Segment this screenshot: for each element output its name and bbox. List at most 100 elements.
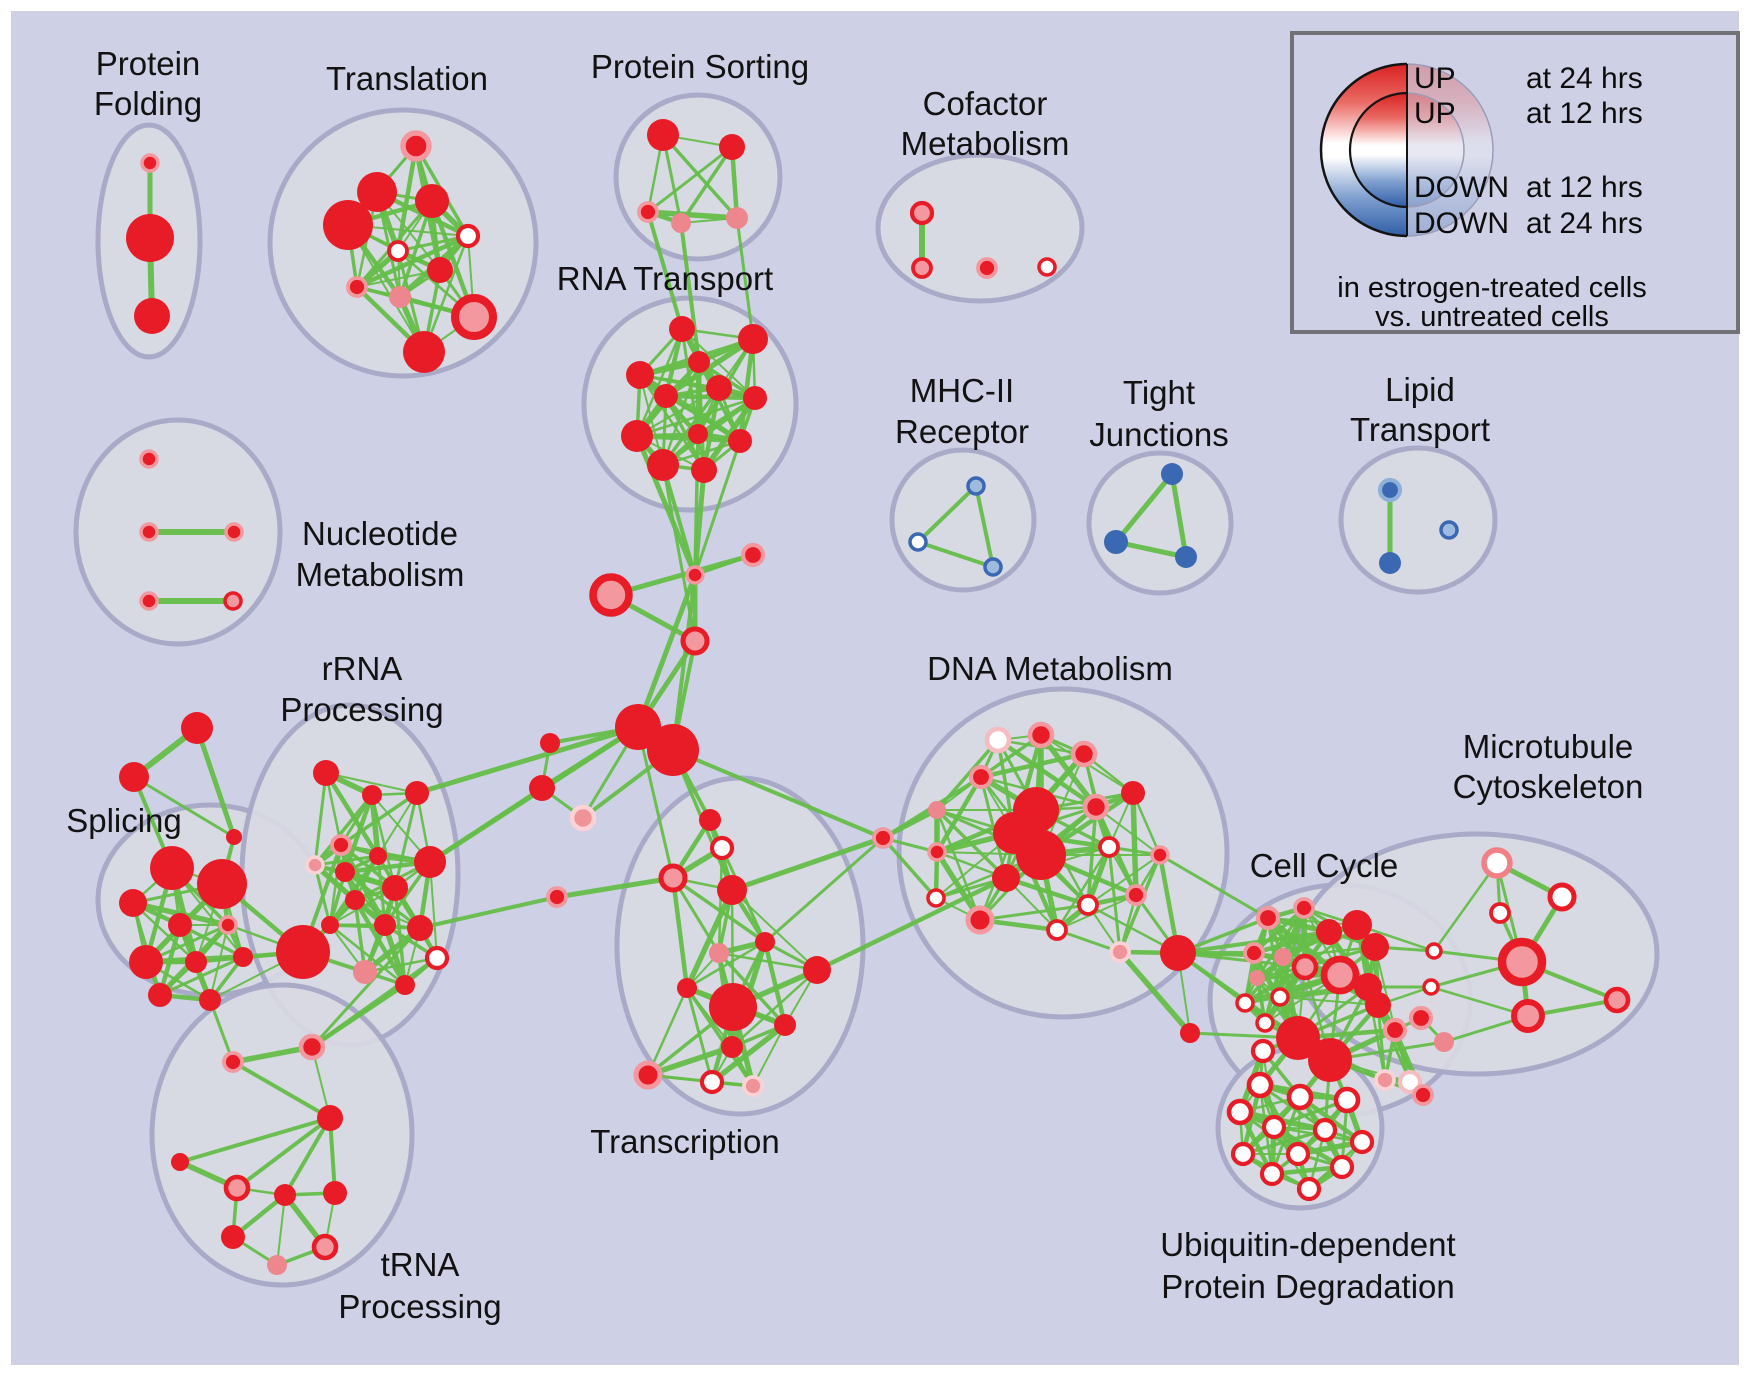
node-u3 [1333,1086,1361,1114]
legend-row-label: UP [1414,62,1456,95]
node-st0 [181,712,213,744]
edge-tr0-rr16 [310,983,407,1049]
edge-sp2-sp6 [131,901,198,964]
cluster-bubble-cofactor-metabolism [875,152,1085,304]
node-cc13 [1255,1013,1275,1033]
node-d5 [1082,793,1110,821]
node-d20 [1109,941,1131,963]
node-cc20 [1412,1084,1434,1106]
edge-tx3-d7 [729,835,886,893]
node-c1 [740,542,766,568]
node-t3 [323,200,373,250]
edge-rt7-c0 [634,433,698,578]
node-d0 [984,726,1012,754]
cluster-label-ubiquitin-degradation: Protein Degradation [1161,1268,1455,1305]
node-u9 [1285,1141,1311,1167]
edge-tr1-tr2 [231,1060,332,1120]
cluster-label-cofactor-metabolism: Metabolism [901,125,1070,162]
node-u11 [1259,1161,1285,1187]
edge-d14-cc0 [1158,853,1270,920]
node-cc11 [1270,987,1290,1007]
edge-d5-d14 [1095,806,1161,856]
edge-tx8-d12 [814,875,1009,973]
node-ps4 [726,207,748,229]
node-cf2 [976,257,998,279]
legend-row-label: UP [1414,97,1456,130]
edge-tx7-tx12 [646,986,689,1077]
edge-d3-d8 [934,774,984,855]
edge-h3-rr7 [428,786,544,864]
node-rr7 [414,846,446,878]
edge-rt9-c0 [693,439,742,577]
node-n4 [223,591,243,611]
node-cc8 [1320,955,1360,995]
node-mt7 [1422,978,1440,996]
edge-cc11-cc16 [1279,996,1379,1006]
node-m1 [908,532,928,552]
cluster-bubble-tight-junctions [1086,450,1234,596]
node-d15 [926,888,946,908]
cluster-label-mhc-ii-receptor: Receptor [895,413,1029,450]
edge-tj0-tj1 [1113,471,1175,545]
node-rr14 [424,945,450,971]
node-c3 [680,626,710,656]
edge-ps2-rt0 [646,210,684,331]
node-tx6 [755,932,775,952]
edge-cc4-cc6 [1281,945,1377,959]
node-cc14 [1276,1016,1320,1060]
edge-h0-rr2 [414,724,641,796]
cluster-bubble-mhc-ii-receptor [889,447,1037,593]
node-sp2 [119,889,147,917]
node-cc16 [1365,992,1391,1018]
edge-tx3-tx8 [731,889,818,971]
node-sp3 [168,913,192,937]
edge-tx2-tx6 [671,876,767,944]
node-l1 [1379,552,1401,574]
edge-c2-c1 [608,552,756,598]
edge-rr9-rr16 [352,897,408,988]
glyph-inner-right [1407,93,1464,207]
node-cf3 [1037,257,1057,277]
legend-updown-glyph-icon [1319,62,1494,238]
node-rr1 [362,785,382,805]
edge-d16-d17 [978,903,1090,922]
edge-tx8-tx11 [730,968,819,1049]
legend-row-time: at 24 hrs [1526,207,1643,240]
node-tx10 [774,1014,796,1036]
cluster-label-cell-cycle: Cell Cycle [1250,847,1399,884]
node-u5 [1261,1114,1287,1140]
node-cc1 [1293,897,1315,919]
edge-sp9-tr1 [208,998,235,1064]
node-rr8 [382,875,408,901]
edge-cc1-cc10 [1255,906,1306,980]
node-tx3 [717,875,747,905]
node-tr6 [323,1181,347,1205]
node-cc5 [1243,942,1265,964]
node-d18 [1125,884,1147,906]
edge-mt6-mt0 [1432,861,1499,953]
edge-m1-m2 [916,540,995,569]
node-h2 [540,733,560,753]
edge-tr5-tr9 [276,1194,286,1266]
edge-m0-m2 [974,484,995,569]
cluster-label-rrna-processing: Processing [280,691,443,728]
node-m0 [966,476,986,496]
edge-st0-st2 [194,725,237,840]
glyph-outer-outline-left [1319,62,1407,238]
edge-rt10-c0 [661,463,697,577]
node-H [276,925,330,979]
edge-tr0-tr1 [230,1044,315,1065]
node-d4 [928,801,946,819]
node-tj1 [1104,530,1128,554]
node-rr12 [321,916,339,934]
node-t4 [455,223,481,249]
node-rt8 [688,424,708,444]
node-tx12 [633,1060,663,1090]
edge-rr1-rr8 [370,793,397,890]
node-sp8 [148,983,172,1007]
legend-caption-line1: in estrogen-treated cells [1337,272,1647,304]
node-rt3 [688,351,710,373]
node-rt4 [654,384,678,408]
edge-tx7-tx14 [685,986,755,1088]
node-t5 [387,240,409,262]
